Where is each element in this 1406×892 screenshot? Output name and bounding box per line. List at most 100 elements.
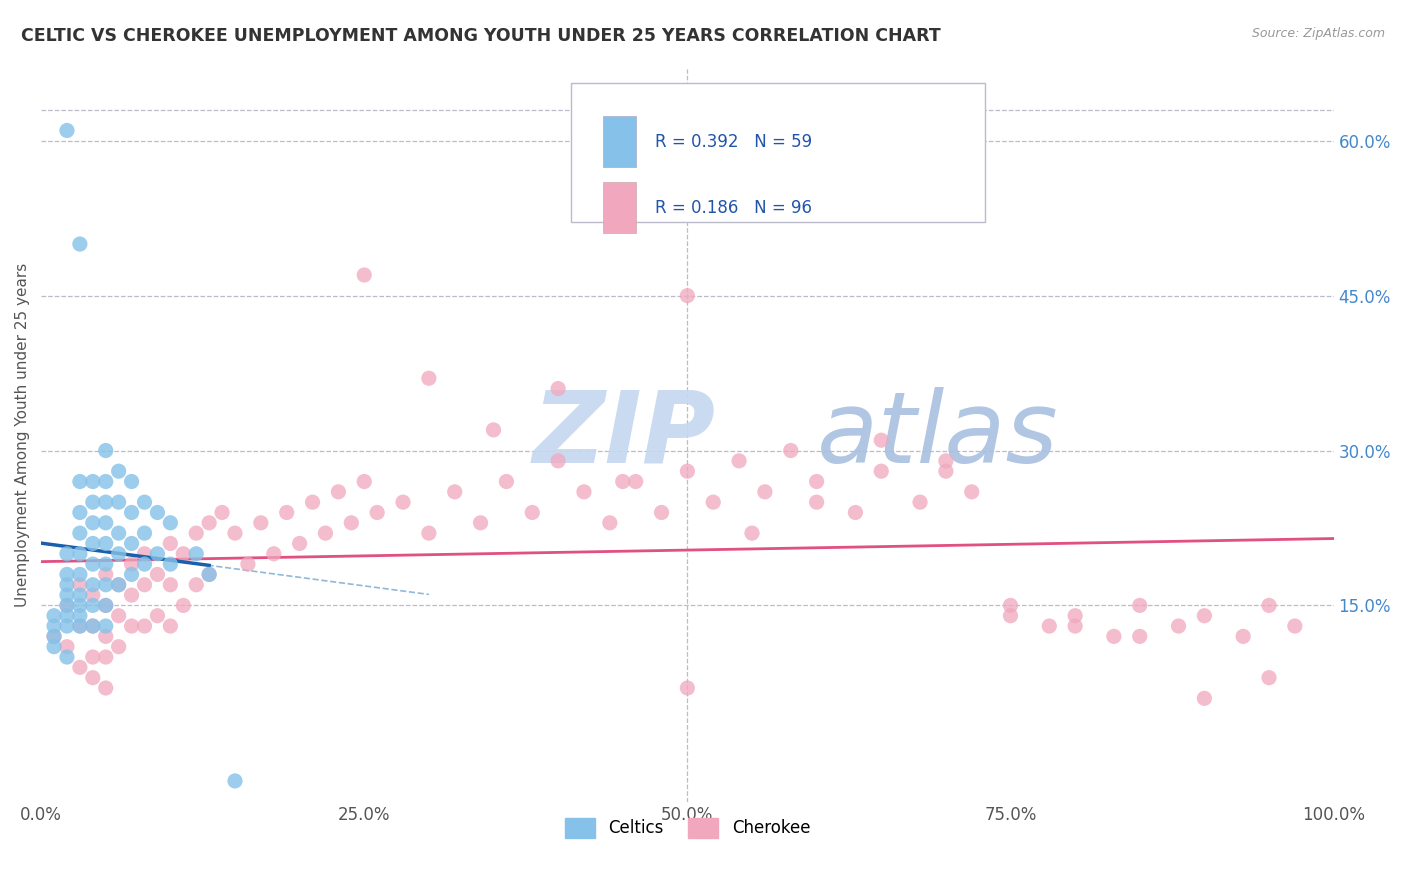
Point	[56, 650, 79, 665]
Point	[121, 567, 143, 582]
Point	[146, 506, 169, 520]
Point	[56, 578, 79, 592]
Point	[651, 506, 673, 520]
Point	[288, 536, 311, 550]
Point	[198, 567, 221, 582]
Point	[1000, 599, 1022, 613]
Point	[806, 495, 828, 509]
Point	[495, 475, 517, 489]
Point	[69, 608, 91, 623]
Point	[146, 547, 169, 561]
Point	[211, 506, 233, 520]
Point	[418, 371, 440, 385]
Point	[134, 619, 156, 633]
Point	[69, 619, 91, 633]
Point	[121, 536, 143, 550]
Point	[94, 629, 117, 643]
Point	[301, 495, 323, 509]
Point	[754, 484, 776, 499]
Point	[69, 588, 91, 602]
Point	[94, 443, 117, 458]
Point	[276, 506, 298, 520]
Point	[1064, 619, 1087, 633]
Point	[82, 536, 104, 550]
Point	[94, 475, 117, 489]
Point	[146, 608, 169, 623]
Point	[42, 629, 65, 643]
Point	[56, 640, 79, 654]
Point	[94, 495, 117, 509]
Point	[82, 578, 104, 592]
Point	[82, 495, 104, 509]
Point	[1129, 599, 1152, 613]
Point	[599, 516, 621, 530]
Point	[1258, 671, 1281, 685]
Text: R = 0.392   N = 59: R = 0.392 N = 59	[655, 133, 813, 151]
Point	[42, 640, 65, 654]
Point	[94, 599, 117, 613]
Point	[702, 495, 724, 509]
Point	[172, 547, 194, 561]
Point	[366, 506, 388, 520]
Point	[94, 578, 117, 592]
Point	[94, 681, 117, 695]
Point	[107, 640, 129, 654]
Point	[134, 547, 156, 561]
Text: atlas: atlas	[817, 386, 1059, 483]
Point	[908, 495, 931, 509]
Bar	[603, 182, 636, 234]
Point	[159, 536, 181, 550]
Point	[121, 619, 143, 633]
Point	[69, 475, 91, 489]
Text: CELTIC VS CHEROKEE UNEMPLOYMENT AMONG YOUTH UNDER 25 YEARS CORRELATION CHART: CELTIC VS CHEROKEE UNEMPLOYMENT AMONG YO…	[21, 27, 941, 45]
Point	[522, 506, 544, 520]
Point	[1258, 599, 1281, 613]
Point	[1129, 629, 1152, 643]
Point	[42, 619, 65, 633]
Point	[443, 484, 465, 499]
Point	[56, 599, 79, 613]
Point	[94, 516, 117, 530]
Point	[470, 516, 492, 530]
Point	[121, 557, 143, 571]
Point	[159, 516, 181, 530]
Point	[94, 557, 117, 571]
Point	[121, 475, 143, 489]
Point	[82, 599, 104, 613]
Point	[250, 516, 273, 530]
Point	[728, 454, 751, 468]
Point	[56, 567, 79, 582]
Point	[224, 526, 246, 541]
Point	[134, 526, 156, 541]
Point	[960, 484, 983, 499]
Point	[94, 599, 117, 613]
Legend: Celtics, Cherokee: Celtics, Cherokee	[558, 811, 817, 845]
Point	[94, 619, 117, 633]
Point	[624, 475, 647, 489]
Point	[806, 475, 828, 489]
Point	[1194, 608, 1216, 623]
Point	[353, 268, 375, 282]
Point	[1284, 619, 1306, 633]
Point	[56, 588, 79, 602]
Point	[42, 608, 65, 623]
Point	[121, 506, 143, 520]
Point	[340, 516, 363, 530]
Point	[779, 443, 801, 458]
Point	[392, 495, 415, 509]
Point	[56, 619, 79, 633]
Point	[56, 123, 79, 137]
Text: R = 0.186   N = 96: R = 0.186 N = 96	[655, 199, 813, 217]
Point	[186, 578, 208, 592]
Point	[69, 237, 91, 252]
Point	[69, 506, 91, 520]
Point	[69, 547, 91, 561]
Point	[935, 454, 957, 468]
Point	[69, 526, 91, 541]
Point	[676, 464, 699, 478]
Point	[418, 526, 440, 541]
Point	[612, 475, 634, 489]
Point	[353, 475, 375, 489]
Point	[328, 484, 350, 499]
Point	[159, 578, 181, 592]
